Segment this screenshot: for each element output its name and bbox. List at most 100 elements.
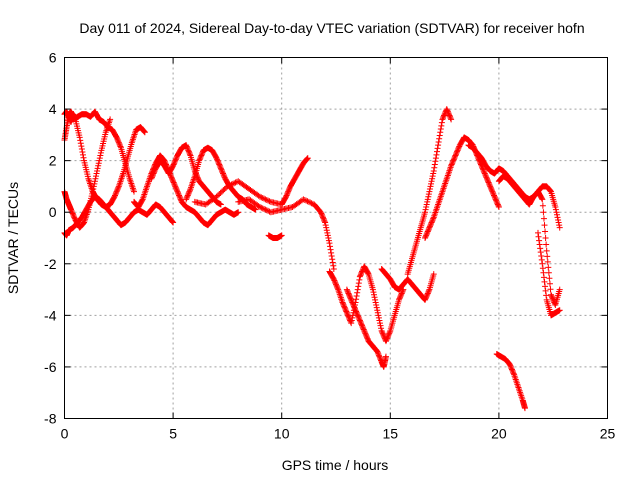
x-tick-label: 10 <box>274 426 290 442</box>
data-point <box>397 294 404 301</box>
data-point <box>382 338 389 345</box>
data-point <box>148 174 155 181</box>
data-point <box>68 207 75 214</box>
data-point <box>283 192 290 199</box>
x-tick-label: 5 <box>169 426 177 442</box>
data-point <box>332 280 339 287</box>
data-point <box>379 330 386 337</box>
data-point <box>214 156 221 163</box>
data-point <box>453 149 460 156</box>
data-point <box>427 222 434 229</box>
data-point <box>215 158 222 165</box>
data-point <box>541 222 548 229</box>
data-point <box>430 215 437 222</box>
data-point <box>376 320 383 327</box>
plot-frame <box>64 57 608 419</box>
data-point <box>94 167 101 174</box>
data-point <box>173 187 180 194</box>
data-point <box>376 353 383 360</box>
data-point <box>198 151 205 158</box>
data-point <box>196 157 203 164</box>
data-point <box>176 193 183 200</box>
data-point <box>372 299 379 306</box>
data-point <box>508 365 515 372</box>
data-point <box>333 281 339 288</box>
data-point <box>350 302 357 309</box>
data-point <box>495 202 502 209</box>
data-point <box>490 191 497 198</box>
data-point <box>221 173 228 180</box>
data-point <box>374 348 381 355</box>
data-point <box>345 313 352 320</box>
data-point <box>493 197 500 204</box>
x-tick-label: 20 <box>491 426 507 442</box>
data-point <box>494 200 501 207</box>
data-point <box>330 262 337 269</box>
data-point <box>116 142 123 149</box>
series-track-k <box>326 263 407 345</box>
data-point <box>539 260 546 267</box>
data-point <box>542 235 549 241</box>
data-point <box>491 193 498 200</box>
data-point <box>322 219 329 226</box>
data-point <box>170 179 177 186</box>
data-point <box>256 204 263 211</box>
data-point <box>303 156 310 163</box>
data-point <box>507 362 514 369</box>
data-point <box>333 282 340 289</box>
data-point <box>115 139 122 146</box>
data-point <box>430 167 437 174</box>
data-point <box>348 320 355 327</box>
data-point <box>358 269 365 276</box>
data-point <box>424 198 431 205</box>
data-point <box>491 192 498 199</box>
data-point <box>549 295 556 302</box>
data-point <box>70 213 77 220</box>
data-point <box>217 189 224 196</box>
data-point <box>113 134 120 141</box>
data-point <box>356 276 363 283</box>
data-point <box>148 175 155 182</box>
data-point <box>508 366 515 373</box>
data-point <box>218 167 225 174</box>
data-point <box>185 191 192 198</box>
data-point <box>113 188 120 195</box>
data-point <box>228 181 235 188</box>
data-point <box>538 253 545 260</box>
data-point <box>430 271 437 278</box>
x-tick-label: 25 <box>600 426 616 442</box>
data-point <box>150 171 157 178</box>
data-point <box>258 204 265 211</box>
data-point <box>487 183 494 190</box>
data-point <box>285 187 292 194</box>
data-point <box>339 299 346 306</box>
data-point <box>184 193 191 200</box>
data-point <box>357 272 364 279</box>
data-point <box>177 196 184 203</box>
data-point <box>385 332 392 339</box>
data-point <box>183 142 190 149</box>
data-point <box>307 199 314 206</box>
y-tick-label: 6 <box>49 50 57 66</box>
data-point <box>445 111 452 118</box>
data-point <box>95 162 102 169</box>
data-point <box>546 275 553 282</box>
data-point <box>185 148 192 155</box>
data-point <box>399 289 406 296</box>
data-point <box>197 153 204 160</box>
data-point <box>424 291 431 298</box>
data-point <box>385 331 392 338</box>
x-tick-label: 15 <box>383 426 399 442</box>
data-point <box>141 128 148 135</box>
data-point <box>357 271 364 278</box>
data-point <box>331 277 338 284</box>
data-point <box>79 148 86 155</box>
data-point <box>112 191 119 198</box>
data-point <box>176 192 183 199</box>
data-point <box>172 156 179 163</box>
data-point <box>373 302 380 309</box>
data-point <box>114 135 121 142</box>
data-point <box>375 314 382 321</box>
data-point <box>422 209 429 216</box>
data-point <box>348 317 355 324</box>
